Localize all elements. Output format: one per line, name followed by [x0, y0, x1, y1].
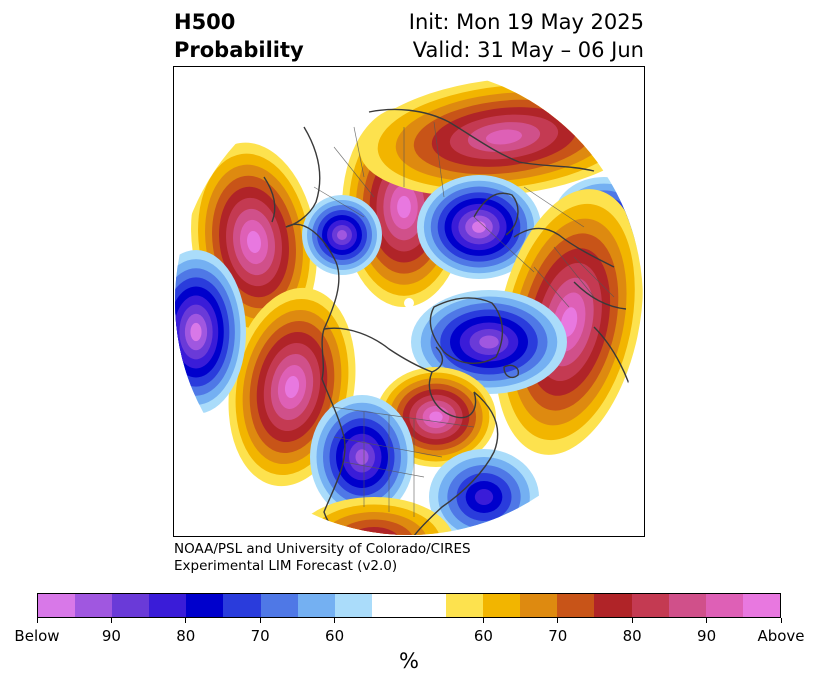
colorbar-tick-label: 60	[473, 627, 493, 645]
colorbar-tick	[706, 618, 708, 623]
colorbar-tick-label: Above	[757, 627, 805, 645]
contour-band	[355, 449, 369, 465]
coastline-alaska	[285, 223, 340, 380]
border-asia	[313, 126, 375, 218]
colorbar-segment	[483, 594, 521, 617]
title-product: Probability	[174, 38, 304, 62]
contour-band	[284, 375, 300, 399]
colorbar-segment	[149, 594, 187, 617]
colorbar-segment	[334, 594, 372, 617]
colorbar-tick	[185, 618, 187, 623]
map-title: H500 Probability	[174, 8, 304, 64]
colorbar-segment	[38, 594, 76, 617]
colorbar-tick-label: 70	[250, 627, 270, 645]
colorbar-tick	[36, 618, 38, 623]
political-borders	[313, 121, 615, 517]
colorbar-segment	[594, 594, 632, 617]
contour-band	[397, 195, 411, 219]
colorbar-segment	[520, 594, 558, 617]
contour-band	[560, 307, 578, 337]
coastline-canada-arctic	[323, 327, 443, 373]
init-date: Init: Mon 19 May 2025	[408, 10, 644, 34]
colorbar-tick-label: 80	[622, 627, 642, 645]
colorbar-tick	[557, 618, 559, 623]
date-info: Init: Mon 19 May 2025 Valid: 31 May – 06…	[409, 8, 644, 64]
contour-band	[474, 489, 494, 505]
coastline-iceland	[503, 364, 519, 379]
contour-band	[360, 534, 388, 535]
credit-line-2: Experimental LIM Forecast (v2.0)	[174, 558, 398, 574]
colorbar-tick-label: 70	[548, 627, 568, 645]
border-us-states	[333, 412, 443, 517]
colorbar-tick	[482, 618, 484, 623]
colorbar-segment	[408, 594, 447, 617]
coastline-europe	[513, 227, 615, 268]
credit-line-1: NOAA/PSL and University of Colorado/CIRE…	[174, 541, 471, 557]
contour-band	[479, 335, 499, 349]
colorbar-tick	[334, 618, 336, 623]
colorbar-segment	[705, 594, 743, 617]
colorbar-segment	[223, 594, 261, 617]
border-europe	[533, 246, 615, 308]
colorbar-tick	[259, 618, 261, 623]
colorbar-tick	[780, 618, 782, 623]
colorbar-segment	[260, 594, 298, 617]
coastline-east-asia	[285, 126, 321, 228]
colorbar-segment	[742, 594, 780, 617]
colorbar-tick	[631, 618, 633, 623]
border-russia	[403, 121, 585, 273]
anomaly-canada-above	[376, 367, 496, 467]
colorbar-tick-label: 80	[176, 627, 196, 645]
colorbar	[37, 593, 781, 618]
credit-text: NOAA/PSL and University of Colorado/CIRE…	[174, 541, 471, 575]
colorbar-segment	[112, 594, 150, 617]
anomaly-us-below	[310, 395, 414, 519]
border-us-canada	[331, 406, 475, 428]
valid-range: Valid: 31 May – 06 Jun	[412, 38, 644, 62]
colorbar-segment	[668, 594, 706, 617]
coastline-hudson-bay	[428, 371, 477, 419]
colorbar-tick-label: Below	[14, 627, 60, 645]
coastline-japan	[263, 176, 276, 223]
colorbar-segment	[631, 594, 669, 617]
probability-map	[175, 67, 643, 535]
contour-band	[247, 230, 261, 254]
colorbar-unit: %	[399, 649, 419, 673]
coastline-greenland	[429, 297, 503, 364]
anomaly-alaska-below	[302, 195, 382, 275]
colorbar-segment	[557, 594, 595, 617]
title-variable: H500	[174, 10, 236, 34]
colorbar-segment	[297, 594, 335, 617]
contour-band	[337, 230, 347, 240]
colorbar-tick-label: 90	[697, 627, 717, 645]
contour-band	[429, 411, 443, 423]
contour-band	[485, 129, 523, 145]
map-panel	[173, 66, 645, 537]
coastline-mediterranean	[573, 281, 627, 310]
contour-band	[190, 322, 202, 342]
north-pole-marker	[404, 298, 414, 308]
coastline-north-america-east	[413, 391, 499, 535]
colorbar-segment	[186, 594, 224, 617]
colorbar-segment	[446, 594, 484, 617]
colorbar-segment	[75, 594, 113, 617]
coastline-scandinavia	[473, 192, 519, 236]
anomaly-layer	[175, 77, 643, 535]
contour-band	[472, 221, 486, 233]
colorbar-tick	[110, 618, 112, 623]
coastline-siberia	[368, 108, 595, 172]
colorbar-segment	[371, 594, 409, 617]
anomaly-kara-below	[417, 175, 541, 279]
colorbar-tick-label: 60	[325, 627, 345, 645]
colorbar-tick-label: 90	[101, 627, 121, 645]
